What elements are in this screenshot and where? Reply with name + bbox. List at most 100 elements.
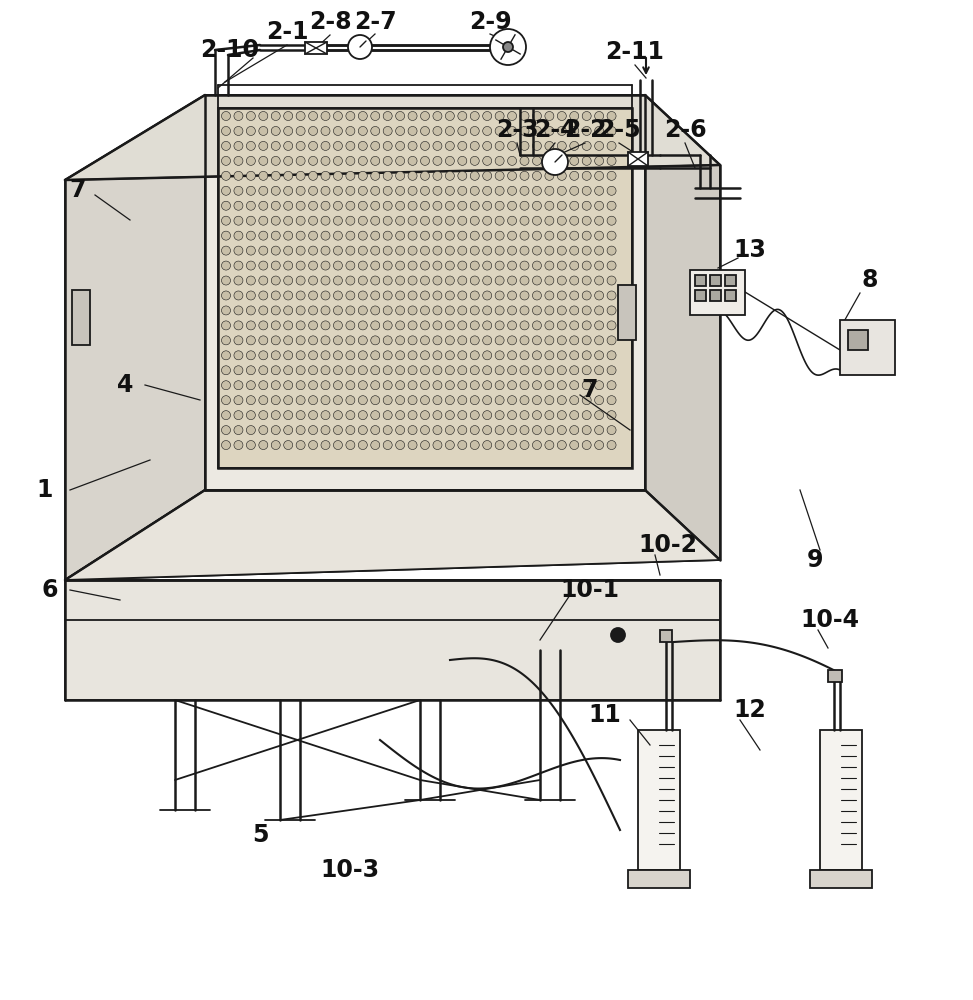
Circle shape (408, 291, 417, 300)
Circle shape (446, 441, 454, 450)
Circle shape (371, 411, 379, 420)
Circle shape (595, 276, 603, 285)
Circle shape (508, 366, 517, 375)
Circle shape (284, 261, 293, 270)
Circle shape (222, 396, 231, 405)
Circle shape (259, 411, 268, 420)
Circle shape (508, 306, 517, 315)
Circle shape (383, 351, 392, 360)
Circle shape (408, 126, 417, 135)
Circle shape (470, 246, 480, 255)
Circle shape (520, 411, 529, 420)
Circle shape (458, 336, 467, 345)
Circle shape (308, 216, 317, 225)
Circle shape (420, 321, 429, 330)
Circle shape (234, 366, 243, 375)
Circle shape (321, 111, 330, 120)
Circle shape (495, 396, 504, 405)
Circle shape (284, 321, 293, 330)
Circle shape (520, 156, 529, 165)
Circle shape (321, 411, 330, 420)
Circle shape (334, 231, 342, 240)
Circle shape (321, 246, 330, 255)
Circle shape (470, 261, 480, 270)
Circle shape (558, 276, 566, 285)
Circle shape (495, 111, 504, 120)
Circle shape (420, 201, 429, 210)
Circle shape (408, 216, 417, 225)
Circle shape (433, 381, 442, 390)
Circle shape (495, 276, 504, 285)
Circle shape (396, 411, 405, 420)
Text: 8: 8 (862, 268, 879, 292)
Circle shape (446, 276, 454, 285)
Circle shape (582, 396, 592, 405)
Circle shape (296, 306, 306, 315)
Circle shape (222, 171, 231, 180)
Bar (695, 290, 706, 301)
Circle shape (570, 186, 579, 195)
Circle shape (371, 336, 379, 345)
Circle shape (458, 321, 467, 330)
Circle shape (582, 126, 592, 135)
Circle shape (358, 291, 368, 300)
Circle shape (433, 111, 442, 120)
Circle shape (607, 426, 616, 435)
Circle shape (234, 276, 243, 285)
Circle shape (396, 216, 405, 225)
Circle shape (271, 231, 280, 240)
Circle shape (246, 141, 255, 150)
Circle shape (595, 126, 603, 135)
Circle shape (321, 306, 330, 315)
Circle shape (595, 171, 603, 180)
Circle shape (284, 381, 293, 390)
Text: 4: 4 (117, 373, 133, 397)
Circle shape (259, 291, 268, 300)
Circle shape (222, 261, 231, 270)
Circle shape (595, 426, 603, 435)
Circle shape (383, 291, 392, 300)
Bar (810, 870, 872, 888)
Text: 2-3: 2-3 (495, 118, 538, 142)
Circle shape (234, 351, 243, 360)
Circle shape (570, 111, 579, 120)
Circle shape (371, 276, 379, 285)
Circle shape (371, 171, 379, 180)
Circle shape (234, 411, 243, 420)
Circle shape (259, 186, 268, 195)
Circle shape (358, 231, 368, 240)
Circle shape (558, 396, 566, 405)
Circle shape (222, 321, 231, 330)
Circle shape (458, 426, 467, 435)
Circle shape (234, 291, 243, 300)
Circle shape (334, 216, 342, 225)
Circle shape (396, 126, 405, 135)
Circle shape (458, 366, 467, 375)
Circle shape (345, 171, 355, 180)
Circle shape (271, 291, 280, 300)
Circle shape (371, 366, 379, 375)
Circle shape (246, 336, 255, 345)
Circle shape (495, 171, 504, 180)
Circle shape (470, 201, 480, 210)
Circle shape (321, 171, 330, 180)
Text: 11: 11 (589, 703, 622, 727)
Circle shape (595, 441, 603, 450)
Circle shape (408, 321, 417, 330)
Circle shape (222, 276, 231, 285)
Circle shape (470, 126, 480, 135)
Circle shape (607, 276, 616, 285)
Circle shape (470, 216, 480, 225)
Circle shape (420, 441, 429, 450)
Circle shape (234, 201, 243, 210)
Circle shape (345, 306, 355, 315)
Circle shape (508, 246, 517, 255)
Circle shape (607, 201, 616, 210)
Circle shape (483, 306, 491, 315)
Bar (848, 330, 868, 350)
Circle shape (508, 216, 517, 225)
Circle shape (383, 111, 392, 120)
Circle shape (345, 396, 355, 405)
Circle shape (483, 156, 491, 165)
Circle shape (570, 171, 579, 180)
